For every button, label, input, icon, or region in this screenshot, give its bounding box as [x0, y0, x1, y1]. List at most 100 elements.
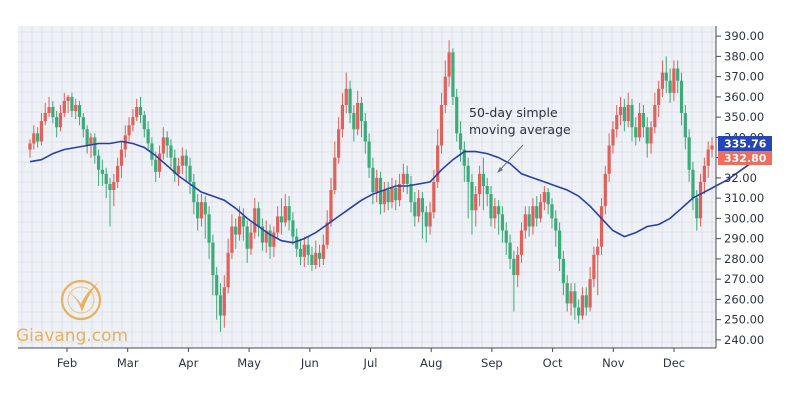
candle-body	[74, 104, 78, 112]
candle-body	[234, 226, 238, 235]
x-tick-label: Mar	[117, 356, 139, 370]
x-axis: Feb Mar Apr May Jun Jul Aug Sep Oct Nov Dec	[18, 347, 716, 370]
candle-body	[245, 226, 249, 249]
watermark-logo: Giavang.com	[16, 279, 128, 346]
candle-body	[85, 129, 89, 146]
candle-body	[104, 173, 108, 184]
annotation-arrow-shaft	[498, 144, 524, 172]
x-tick-label: Sep	[481, 356, 503, 370]
candle-body	[165, 137, 169, 146]
candle-body	[481, 173, 485, 186]
candle-body	[237, 216, 242, 235]
candle-body	[470, 181, 474, 211]
candle-body	[344, 88, 348, 105]
y-tick-label: 310.00	[724, 191, 764, 205]
candle-body	[116, 165, 120, 182]
candle-body	[295, 236, 299, 249]
candle-body	[314, 252, 318, 265]
candle-body	[283, 206, 287, 223]
candle-body	[154, 159, 158, 172]
candle-body	[436, 145, 440, 182]
candle-body	[222, 287, 226, 316]
candle-body	[108, 183, 112, 191]
candle-body	[420, 198, 425, 213]
candle-body	[405, 173, 409, 184]
candle-body	[66, 96, 70, 101]
candle-body	[557, 230, 562, 259]
candle-body	[382, 190, 386, 205]
plot-background	[18, 26, 716, 348]
x-tick-label: May	[237, 356, 261, 370]
candle-body	[477, 173, 482, 195]
last-price-lower-label: 332.80	[724, 152, 767, 165]
moving-average-line	[29, 140, 770, 244]
candle-body	[573, 291, 577, 308]
candle-body	[702, 165, 706, 182]
candle-body	[199, 202, 204, 219]
candle-body	[458, 133, 463, 150]
y-tick-label: 250.00	[724, 313, 764, 327]
candle-body	[119, 149, 124, 166]
candle-body	[70, 96, 74, 112]
candle-body	[363, 121, 367, 142]
y-tick-label: 270.00	[724, 272, 764, 286]
candle-body	[276, 216, 280, 233]
candle-body	[180, 155, 185, 166]
y-tick-label: 290.00	[724, 232, 764, 246]
candle-body	[81, 117, 85, 130]
watermark-text: Giavang.com	[16, 326, 128, 346]
candle-body	[599, 206, 604, 247]
candle-body	[298, 248, 303, 257]
candle-body	[584, 295, 588, 308]
candle-body	[157, 153, 162, 172]
candle-body	[516, 254, 520, 276]
candle-body	[531, 206, 535, 227]
candle-body	[390, 188, 394, 203]
candle-body	[146, 129, 150, 144]
candle-body	[397, 183, 402, 201]
candle-body	[28, 143, 32, 150]
candle-body	[698, 181, 703, 219]
candle-body	[401, 173, 405, 184]
candle-body	[192, 181, 196, 203]
candle-body	[603, 173, 607, 207]
candle-body	[710, 145, 714, 150]
candle-body	[333, 157, 337, 191]
candle-body	[188, 165, 192, 182]
y-tick-label: 32.00	[724, 171, 757, 185]
candle-body	[62, 100, 66, 114]
candle-body	[493, 206, 497, 219]
candle-body	[428, 212, 432, 227]
candle-body	[184, 155, 188, 166]
candle-body	[668, 80, 672, 93]
logo-v-mark-icon	[68, 282, 99, 312]
y-tick-label: 280.00	[724, 252, 764, 266]
candle-body	[695, 198, 699, 219]
y-tick-label: 260.00	[724, 292, 764, 306]
candle-body	[340, 104, 345, 130]
candle-body	[135, 107, 139, 118]
x-tick-label: Nov	[602, 356, 625, 370]
candle-body	[58, 113, 63, 128]
candle-body	[394, 188, 398, 201]
candle-body	[592, 254, 596, 280]
candle-body	[466, 165, 470, 182]
candle-body	[317, 252, 322, 259]
candles	[28, 40, 714, 332]
candle-body	[127, 125, 131, 136]
candle-body	[291, 220, 295, 237]
candle-body	[325, 222, 329, 245]
candle-body	[634, 127, 638, 138]
candle-body	[569, 291, 573, 304]
candle-body	[497, 206, 501, 215]
candle-body	[215, 275, 219, 296]
candle-body	[546, 192, 550, 205]
y-tick-label: 390.00	[724, 29, 764, 43]
candle-body	[39, 121, 44, 142]
annotation: 50-day simple moving average	[469, 105, 571, 173]
candle-body	[622, 107, 626, 122]
candle-body	[173, 157, 177, 174]
candle-body	[112, 181, 116, 191]
candle-body	[77, 104, 82, 118]
y-tick-label: 380.00	[724, 49, 764, 63]
